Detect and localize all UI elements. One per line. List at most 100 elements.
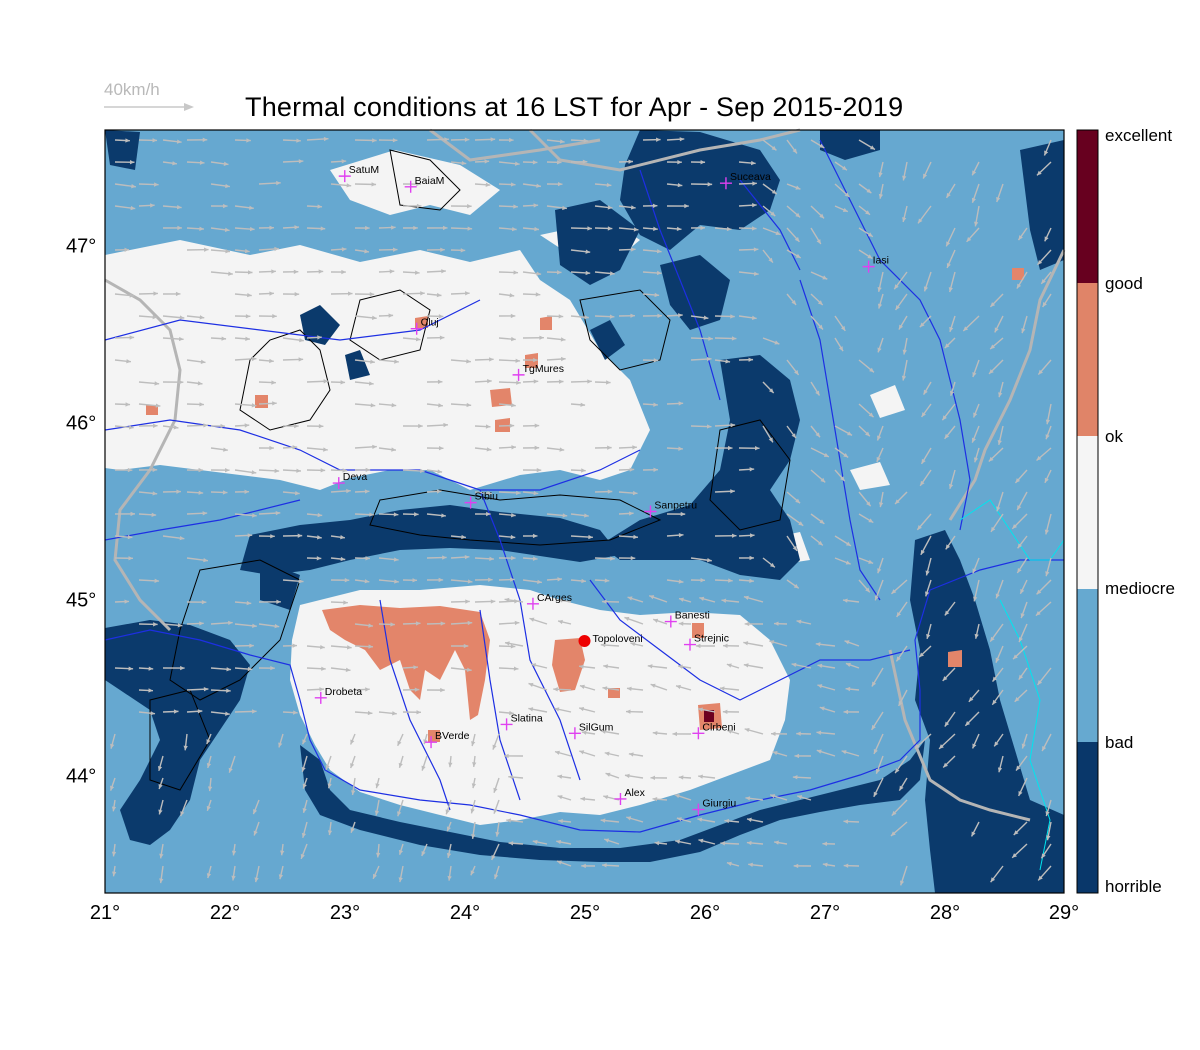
wind-vector-head <box>949 326 954 332</box>
wind-vector-head <box>559 447 565 452</box>
wind-vector-head <box>443 225 448 231</box>
wind-vector-head <box>997 440 1002 445</box>
colorbar-band-excellent <box>1077 130 1098 283</box>
wind-vector-head <box>678 579 684 584</box>
wind-vector-head <box>1046 835 1051 841</box>
wind-vector-head <box>443 422 449 428</box>
wind-vector-head <box>917 525 922 530</box>
wind-vector-head <box>792 148 797 154</box>
wind-vector-head <box>390 622 395 627</box>
wind-vector-head <box>127 534 133 540</box>
wind-vector-head <box>298 579 304 584</box>
wind-vector-head <box>841 750 847 755</box>
wind-vector-head <box>656 249 662 254</box>
wind-vector-head <box>340 380 346 385</box>
wind-vector-head <box>600 818 606 823</box>
wind-vector-head <box>269 445 274 451</box>
wind-vector-head <box>225 468 230 473</box>
wind-vector-head <box>153 423 158 428</box>
region-excellent <box>704 710 714 722</box>
wind-vector-head <box>198 490 204 495</box>
wind-vector-head <box>743 641 749 646</box>
wind-vector-head <box>447 875 452 881</box>
wind-vector-head <box>674 794 680 799</box>
wind-vector-head <box>918 218 923 224</box>
wind-vector-head <box>364 249 369 254</box>
wind-vector-head <box>416 710 421 715</box>
wind-vector-head <box>1013 830 1019 835</box>
map-plot-area: SatuM BaiaM Suceava Iasi Cluj TgMures Deva Sibi… <box>104 128 1066 894</box>
city-label: BaiaM <box>415 175 445 187</box>
wind-vector-head <box>327 783 332 789</box>
wind-vector-head <box>317 512 323 518</box>
wind-vector-head <box>605 772 611 777</box>
city-marker: Banesti <box>664 610 710 628</box>
wind-vector-head <box>791 300 797 305</box>
wind-vector-head <box>534 445 540 450</box>
wind-vector-head <box>350 763 355 769</box>
wind-vector-head <box>150 711 156 716</box>
wind-vector-head <box>748 357 754 362</box>
wind-vector-head <box>398 877 403 883</box>
wind-vector-head <box>624 616 630 621</box>
wind-vector-head <box>972 568 977 574</box>
wind-vector-head <box>939 744 944 749</box>
wind-vector-head <box>342 468 348 473</box>
wind-vector-head <box>817 684 823 689</box>
wind-vector-head <box>750 160 756 166</box>
wind-vector-head <box>602 863 607 868</box>
wind-vector-head <box>753 271 759 276</box>
wind-vector-head <box>173 709 179 714</box>
wind-vector-head <box>484 159 490 164</box>
wind-vector-head <box>506 818 512 823</box>
wind-vector-head <box>510 182 516 187</box>
wind-vector-head <box>292 445 298 450</box>
wind-vector-head <box>795 212 801 218</box>
wind-vector-head <box>437 379 443 385</box>
wind-vector-head <box>159 878 164 884</box>
wind-vector-head <box>298 357 304 362</box>
wind-vector-head <box>587 226 592 231</box>
wind-vector-head <box>226 667 232 672</box>
wind-vector-head <box>700 225 705 231</box>
city-cross-icon <box>644 505 657 518</box>
wind-vector-head <box>868 518 874 523</box>
wind-vector-head <box>201 599 207 605</box>
city-label: Alex <box>624 787 645 799</box>
wind-vector-head <box>845 541 851 546</box>
wind-vector-head <box>173 425 179 430</box>
wind-vector-head <box>127 467 133 473</box>
wind-vector-head <box>607 445 612 450</box>
wind-vector-head <box>719 686 725 691</box>
wind-vector-head <box>819 519 825 524</box>
wind-vector-head <box>752 181 757 186</box>
wind-vector-head <box>996 506 1001 512</box>
wind-vector-head <box>653 226 658 232</box>
wind-vector-head <box>996 196 1001 202</box>
wind-vector-head <box>1014 697 1020 702</box>
wind-vector-head <box>921 458 926 464</box>
wind-vector-head <box>751 226 757 231</box>
wind-vector-head <box>625 709 631 714</box>
wind-vector-head <box>749 533 755 538</box>
wind-vector-head <box>971 197 976 203</box>
wind-vector-head <box>607 205 613 210</box>
wind-vector-head <box>653 402 658 407</box>
wind-vector-head <box>274 468 280 474</box>
wind-vector-head <box>110 743 115 749</box>
wind-vector-head <box>350 739 355 745</box>
wind-vector-head <box>878 172 883 178</box>
wind-vector-head <box>657 313 662 318</box>
wind-vector-head <box>128 556 134 561</box>
wind-vector-head <box>751 315 757 320</box>
wind-vector-head <box>656 270 662 276</box>
wind-vector-head <box>898 324 904 330</box>
wind-vector-head <box>511 336 516 342</box>
wind-vector-head <box>391 225 396 230</box>
wind-vector-head <box>728 578 733 583</box>
wind-vector-head <box>815 642 821 647</box>
wind-vector-head <box>319 687 324 692</box>
wind-vector-head <box>471 741 476 747</box>
wind-vector-head <box>675 839 681 844</box>
